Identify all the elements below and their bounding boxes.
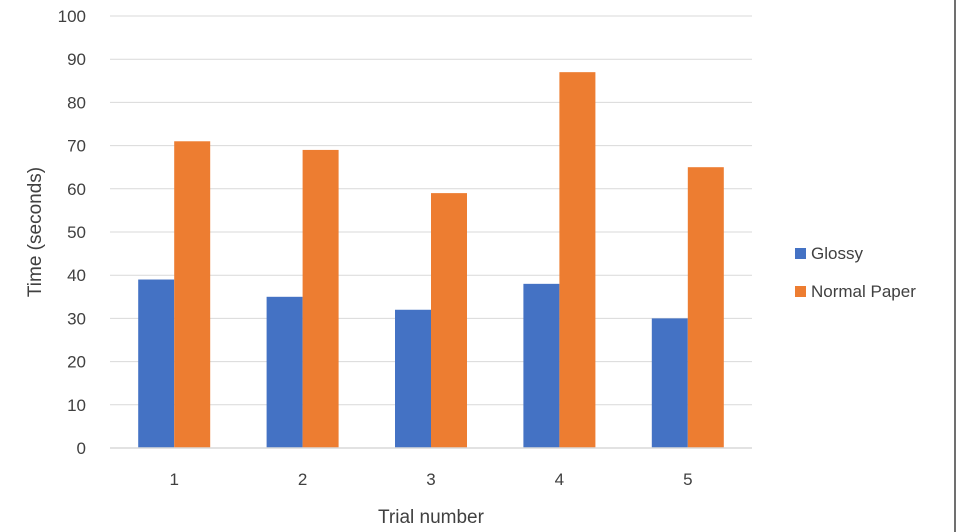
x-tick-label: 3 — [426, 470, 435, 489]
x-tick-label: 5 — [683, 470, 692, 489]
bar-glossy-trial-5 — [651, 318, 688, 448]
bar-normal-paper-trial-3 — [431, 193, 467, 448]
x-axis-tick-labels: 1 2 3 4 5 — [169, 470, 692, 489]
legend-label: Glossy — [811, 244, 863, 263]
y-tick-label: 20 — [67, 353, 86, 372]
bar-glossy-trial-4 — [523, 283, 560, 448]
y-tick-label: 100 — [58, 7, 86, 26]
y-tick-label: 90 — [67, 50, 86, 69]
bar-normal-paper-trial-2 — [302, 149, 339, 449]
bar-normal-paper-trial-1 — [174, 141, 211, 448]
x-tick-label: 1 — [169, 470, 178, 489]
y-tick-label: 0 — [77, 439, 86, 458]
bar-normal-paper-trial-4 — [559, 72, 596, 448]
y-tick-label: 40 — [67, 266, 86, 285]
x-axis-title: Trial number — [378, 507, 485, 528]
y-axis-title: Time (seconds) — [25, 167, 46, 297]
y-tick-label: 70 — [67, 137, 86, 156]
bar-normal-paper-trial-5 — [687, 167, 724, 448]
bar-glossy-trial-1 — [138, 279, 175, 448]
legend-label: Normal Paper — [811, 282, 916, 301]
y-tick-label: 80 — [67, 93, 86, 112]
y-tick-label: 60 — [67, 180, 86, 199]
y-tick-label: 10 — [67, 396, 86, 415]
y-axis-tick-labels: 0 10 20 30 40 50 60 70 80 90 100 — [58, 7, 86, 458]
bars — [138, 72, 724, 449]
y-tick-label: 30 — [67, 309, 86, 328]
legend: Glossy Normal Paper — [795, 244, 916, 301]
legend-swatch-glossy — [795, 248, 806, 259]
bar-glossy-trial-2 — [266, 296, 303, 448]
x-tick-label: 4 — [555, 470, 564, 489]
x-tick-label: 2 — [298, 470, 307, 489]
bar-glossy-trial-3 — [395, 309, 431, 448]
y-tick-label: 50 — [67, 223, 86, 242]
legend-swatch-normal-paper — [795, 286, 806, 297]
